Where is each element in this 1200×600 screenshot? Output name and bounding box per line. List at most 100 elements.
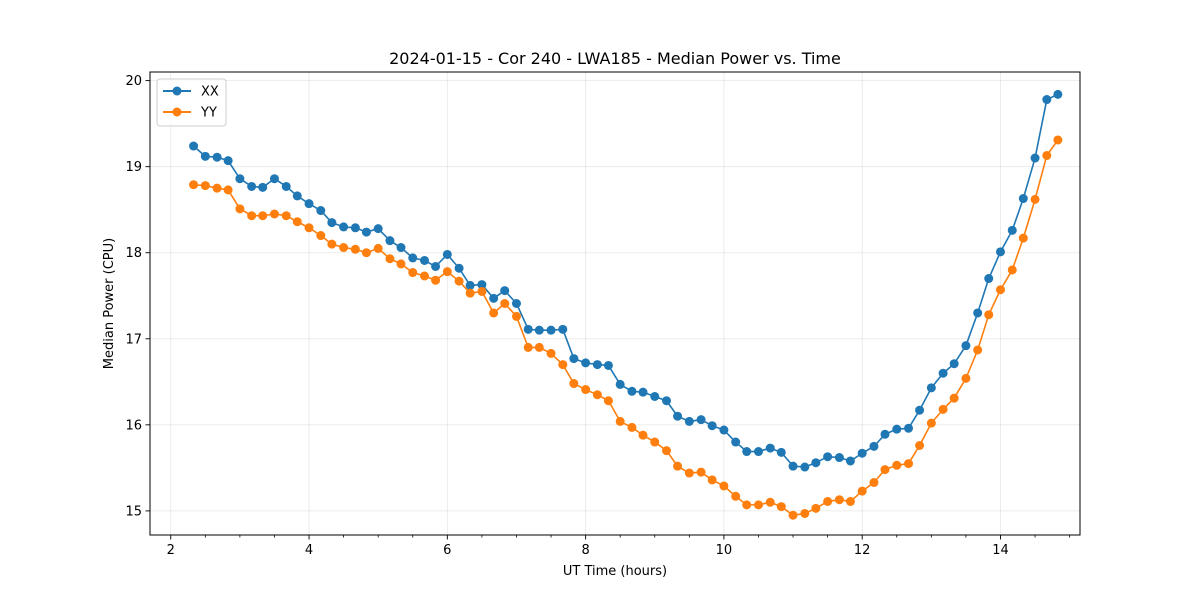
data-point-xx (523, 324, 533, 334)
data-point-yy (662, 446, 672, 456)
data-point-yy (269, 209, 279, 219)
x-axis-label: UT Time (hours) (563, 564, 667, 579)
data-point-yy (904, 459, 914, 469)
data-point-xx (511, 299, 521, 308)
y-tick-label: 17 (125, 332, 142, 347)
x-tick-label: 10 (716, 543, 733, 558)
series-line-xx (193, 93, 1059, 468)
data-point-xx (465, 280, 475, 290)
data-point-yy (938, 404, 948, 414)
data-point-xx (327, 218, 337, 228)
data-point-xx (684, 416, 694, 426)
x-tick-label: 8 (581, 543, 589, 558)
data-point-yy (984, 310, 994, 320)
data-point-yy (569, 379, 579, 389)
data-point-yy (753, 500, 763, 510)
data-point-yy (707, 475, 717, 485)
data-point-yy (465, 288, 475, 298)
data-point-xx (408, 253, 418, 263)
data-point-xx (316, 206, 326, 216)
data-point-yy (995, 285, 1005, 295)
data-point-xx (995, 247, 1005, 257)
data-point-yy (811, 503, 821, 513)
data-point-yy (558, 360, 568, 370)
legend-label-xx: XX (201, 85, 219, 100)
data-point-xx (558, 324, 568, 334)
grid (150, 72, 1080, 535)
data-point-xx (431, 261, 441, 271)
data-point-xx (569, 354, 579, 364)
x-tick-label: 6 (443, 543, 451, 558)
data-point-xx (489, 293, 499, 303)
data-point-xx (811, 458, 821, 468)
data-point-xx (350, 223, 360, 233)
data-point-xx (696, 415, 706, 425)
series-yy (189, 135, 1063, 520)
series-line-yy (193, 139, 1059, 517)
data-point-yy (857, 486, 867, 496)
data-point-yy (1042, 150, 1052, 160)
data-point-xx (1042, 95, 1052, 105)
data-point-yy (961, 373, 971, 383)
data-point-yy (696, 467, 706, 477)
data-point-xx (731, 437, 741, 447)
data-point-yy (823, 496, 833, 506)
data-point-xx (765, 443, 775, 453)
y-tick-label: 16 (125, 418, 142, 433)
data-point-yy (581, 385, 591, 395)
data-point-xx (776, 447, 786, 457)
legend-marker-yy (172, 107, 182, 117)
data-point-xx (627, 386, 637, 396)
x-tick-label: 12 (854, 543, 871, 558)
data-point-xx (938, 368, 948, 378)
data-point-xx (581, 358, 591, 368)
data-point-yy (845, 496, 855, 506)
x-tick-label: 14 (992, 543, 1009, 558)
legend-label-yy: YY (200, 106, 217, 121)
data-point-xx (834, 453, 844, 463)
y-tick-label: 18 (125, 246, 142, 261)
data-point-yy (673, 461, 683, 471)
data-point-yy (592, 390, 602, 400)
data-point-yy (719, 481, 729, 491)
data-point-xx (534, 325, 544, 335)
data-point-yy (235, 204, 245, 214)
data-point-yy (442, 267, 452, 277)
data-point-xx (189, 141, 199, 151)
axis-ticks: 2 4 6 8 10 12 14 15 16 17 18 19 20 (125, 74, 1071, 558)
data-point-yy (603, 396, 613, 406)
data-point-xx (742, 447, 752, 457)
data-point-xx (396, 243, 406, 253)
data-point-yy (788, 510, 798, 520)
data-point-yy (1018, 233, 1028, 243)
data-point-yy (869, 478, 879, 487)
data-point-xx (212, 152, 222, 162)
data-point-yy (396, 259, 406, 269)
data-point-xx (247, 181, 257, 191)
data-point-xx (339, 222, 349, 232)
data-point-yy (500, 299, 510, 308)
y-tick-label: 15 (125, 504, 142, 519)
plot-frame (149, 71, 1081, 536)
data-point-yy (189, 180, 199, 190)
data-point-yy (511, 311, 521, 321)
data-point-xx (223, 156, 233, 166)
data-point-yy (431, 275, 441, 285)
data-point-xx (949, 359, 959, 369)
data-point-xx (673, 411, 683, 421)
data-point-yy (1053, 135, 1063, 145)
data-point-xx (258, 182, 268, 192)
data-point-yy (880, 465, 890, 475)
data-point-yy (223, 185, 233, 195)
legend: XX YY (156, 78, 227, 127)
data-point-yy (316, 231, 326, 241)
data-point-xx (788, 461, 798, 471)
data-point-xx (477, 280, 487, 290)
series-xx (189, 89, 1063, 472)
data-point-yy (258, 211, 268, 221)
data-point-yy (684, 468, 694, 478)
data-point-yy (973, 345, 983, 355)
data-point-xx (385, 236, 395, 246)
data-point-yy (281, 211, 291, 221)
